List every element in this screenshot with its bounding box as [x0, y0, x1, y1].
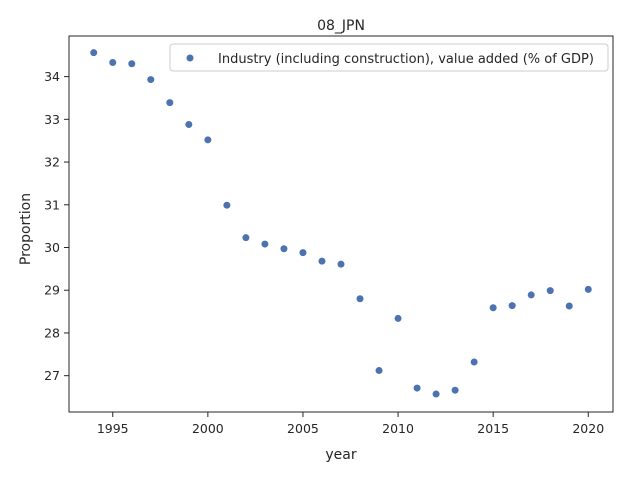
data-point: [223, 201, 231, 209]
x-tick-label: 2015: [477, 421, 509, 436]
y-tick-label: 28: [44, 325, 60, 340]
data-point: [470, 358, 478, 366]
data-point: [185, 120, 193, 128]
x-tick-label: 1995: [97, 421, 129, 436]
plot-frame: [68, 35, 614, 413]
legend-marker: [186, 54, 194, 62]
data-point: [394, 314, 402, 322]
data-points: [90, 49, 592, 398]
data-point: [299, 249, 307, 257]
x-tick-label: 2000: [192, 421, 224, 436]
x-tick-label: 2005: [287, 421, 319, 436]
legend-entry: Industry (including construction), value…: [218, 52, 594, 67]
data-point: [413, 384, 421, 392]
x-tick-label: 2010: [382, 421, 414, 436]
data-point: [584, 285, 592, 293]
data-point: [375, 367, 383, 375]
chart-title: 08_JPN: [317, 18, 365, 34]
data-point: [527, 291, 535, 299]
y-axis-ticks: 27 28 29 30 31 32 33 34: [44, 69, 69, 383]
y-tick-label: 30: [44, 240, 60, 255]
y-tick-label: 27: [44, 368, 60, 383]
data-point: [166, 99, 174, 107]
data-point: [261, 240, 269, 248]
data-point: [128, 60, 136, 68]
y-axis-label: Proportion: [18, 193, 34, 265]
x-axis-label: year: [325, 447, 356, 463]
y-tick-label: 29: [44, 283, 60, 298]
data-point: [432, 390, 440, 398]
data-point: [489, 304, 497, 312]
y-tick-label: 31: [44, 197, 60, 212]
data-point: [565, 302, 573, 310]
y-tick-label: 32: [44, 155, 60, 170]
data-point: [90, 49, 98, 57]
data-point: [337, 260, 345, 268]
data-point: [546, 287, 554, 295]
data-point: [318, 257, 326, 265]
data-point: [109, 58, 117, 66]
y-tick-label: 33: [44, 112, 60, 127]
data-point: [242, 234, 250, 242]
data-point: [508, 302, 516, 310]
legend: Industry (including construction), value…: [169, 43, 609, 72]
data-point: [356, 295, 364, 303]
data-point: [451, 386, 459, 394]
legend-box: [169, 43, 609, 72]
x-tick-label: 2020: [572, 421, 604, 436]
y-tick-label: 34: [44, 69, 60, 84]
data-point: [147, 76, 155, 84]
x-axis-ticks: 1995 2000 2005 2010 2015 2020: [97, 412, 604, 436]
data-point: [280, 245, 288, 253]
data-point: [204, 136, 212, 144]
